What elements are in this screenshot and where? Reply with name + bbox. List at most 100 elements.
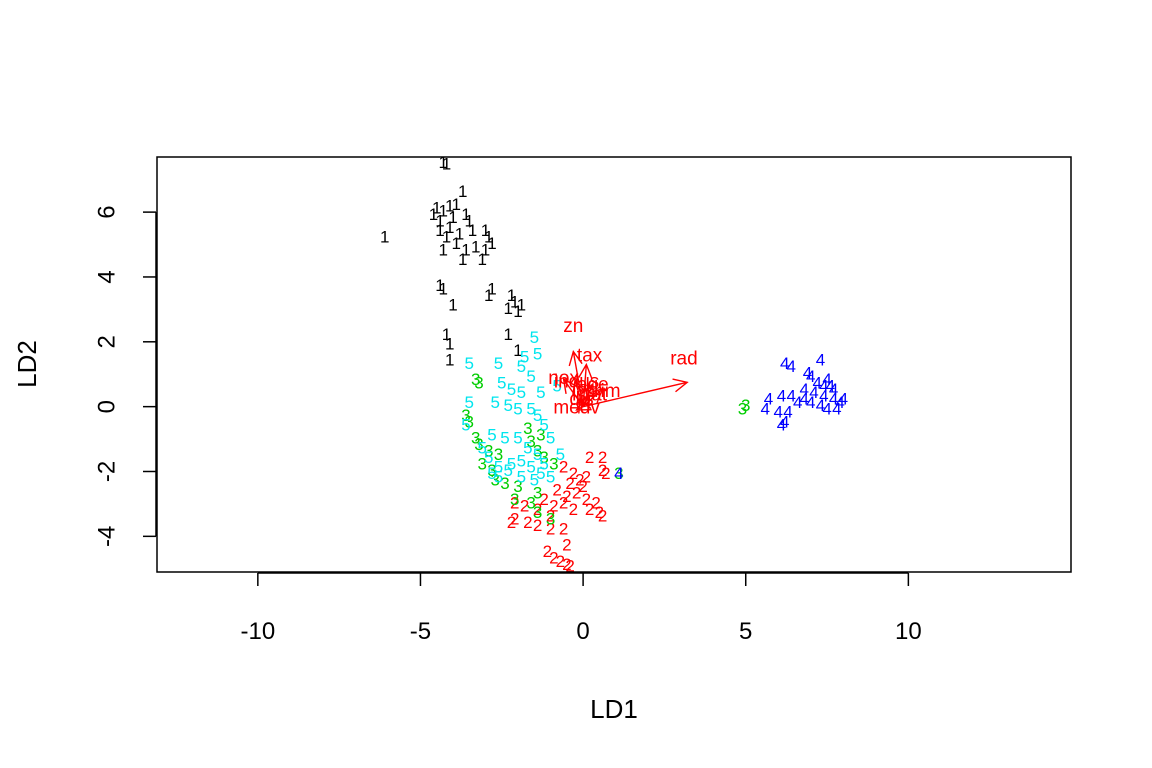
point-class-3: 3 <box>526 432 535 451</box>
arrow-label-dis: dis <box>569 389 593 410</box>
arrow-label-indus: indus <box>554 371 599 392</box>
point-class-4: 4 <box>819 386 828 405</box>
point-class-3: 3 <box>533 503 542 522</box>
point-class-3: 3 <box>484 442 493 461</box>
point-class-2: 2 <box>585 500 594 519</box>
point-class-5: 5 <box>517 383 526 402</box>
arrow-lstat <box>582 394 591 407</box>
point-class-1: 1 <box>439 153 448 172</box>
point-class-2: 2 <box>582 467 591 486</box>
point-class-5: 5 <box>546 429 555 448</box>
point-class-2: 2 <box>601 464 610 483</box>
point-class-5: 5 <box>517 451 526 470</box>
point-class-2: 2 <box>585 448 594 467</box>
point-class-1: 1 <box>452 195 461 214</box>
point-class-4: 4 <box>832 399 841 418</box>
point-class-1: 1 <box>481 241 490 260</box>
point-class-2: 2 <box>562 487 571 506</box>
point-class-3: 3 <box>533 484 542 503</box>
y-axis: -4 -2 0 2 4 6 <box>93 205 157 547</box>
point-class-5: 5 <box>484 448 493 467</box>
point-class-5: 5 <box>517 467 526 486</box>
point-class-5: 5 <box>465 354 474 373</box>
point-class-1: 1 <box>442 325 451 344</box>
point-class-4: 4 <box>787 357 796 376</box>
point-class-1: 1 <box>380 228 389 247</box>
point-class-1: 1 <box>448 296 457 315</box>
point-class-1: 1 <box>439 279 448 298</box>
point-class-2: 2 <box>510 493 519 512</box>
point-class-1: 1 <box>504 299 513 318</box>
point-class-4: 4 <box>800 390 809 409</box>
point-class-3: 3 <box>500 474 509 493</box>
point-class-2: 2 <box>598 461 607 480</box>
point-class-4: 4 <box>835 393 844 412</box>
point-class-5: 5 <box>513 429 522 448</box>
x-tick-label: -5 <box>410 618 431 645</box>
point-class-2: 2 <box>543 542 552 561</box>
point-class-4: 4 <box>777 416 786 435</box>
point-class-1: 1 <box>517 296 526 315</box>
point-class-5: 5 <box>539 416 548 435</box>
point-class-2: 2 <box>523 513 532 532</box>
point-class-2: 2 <box>533 516 542 535</box>
point-class-4: 4 <box>614 464 623 483</box>
point-class-3: 3 <box>471 429 480 448</box>
point-class-5: 5 <box>487 464 496 483</box>
point-class-3: 3 <box>738 399 747 418</box>
point-class-2: 2 <box>546 519 555 538</box>
point-class-1: 1 <box>461 241 470 260</box>
arrow-label-tax: tax <box>577 345 603 366</box>
point-class-4: 4 <box>777 386 786 405</box>
point-class-1: 1 <box>448 208 457 227</box>
point-class-5: 5 <box>530 328 539 347</box>
point-class-2: 2 <box>598 448 607 467</box>
point-class-1: 1 <box>435 211 444 230</box>
arrow-label-medv: medv <box>553 397 600 418</box>
point-class-1: 1 <box>442 228 451 247</box>
arrowhead-nox <box>562 377 578 394</box>
point-class-1: 1 <box>429 205 438 224</box>
point-class-5: 5 <box>491 393 500 412</box>
point-class-5: 5 <box>526 367 535 386</box>
point-class-2: 2 <box>578 477 587 496</box>
point-class-1: 1 <box>471 237 480 256</box>
point-class-1: 1 <box>432 198 441 217</box>
point-class-1: 1 <box>513 302 522 321</box>
point-class-3: 3 <box>461 406 470 425</box>
point-class-3: 3 <box>549 454 558 473</box>
point-class-1: 1 <box>445 218 454 237</box>
point-class-3: 3 <box>510 490 519 509</box>
point-class-3: 3 <box>478 454 487 473</box>
y-tick-label: -4 <box>93 526 120 547</box>
point-class-1: 1 <box>445 351 454 370</box>
point-class-4: 4 <box>783 403 792 422</box>
arrow-label-zn: zn <box>563 316 583 337</box>
point-class-1: 1 <box>445 197 454 216</box>
point-class-4: 4 <box>809 383 818 402</box>
point-class-5: 5 <box>546 467 555 486</box>
point-class-5: 5 <box>494 458 503 477</box>
point-class-4: 4 <box>819 377 828 396</box>
point-class-4: 4 <box>780 354 789 373</box>
point-class-1: 1 <box>507 286 516 305</box>
y-axis-title: LD2 <box>12 340 42 388</box>
point-class-1: 1 <box>465 211 474 230</box>
point-class-3: 3 <box>494 445 503 464</box>
point-class-5: 5 <box>520 348 529 367</box>
point-class-3: 3 <box>539 448 548 467</box>
y-tick-label: 6 <box>93 205 120 218</box>
point-class-4: 4 <box>800 380 809 399</box>
point-class-5: 5 <box>465 393 474 412</box>
point-class-2: 2 <box>552 480 561 499</box>
point-class-5: 5 <box>533 344 542 363</box>
point-class-2: 2 <box>559 458 568 477</box>
point-class-4: 4 <box>806 393 815 412</box>
point-class-2: 2 <box>575 471 584 490</box>
point-class-4: 4 <box>806 367 815 386</box>
point-class-2: 2 <box>533 500 542 519</box>
point-class-5: 5 <box>523 438 532 457</box>
point-class-2: 2 <box>565 557 574 576</box>
arrow-label-crim: crim <box>585 381 621 402</box>
